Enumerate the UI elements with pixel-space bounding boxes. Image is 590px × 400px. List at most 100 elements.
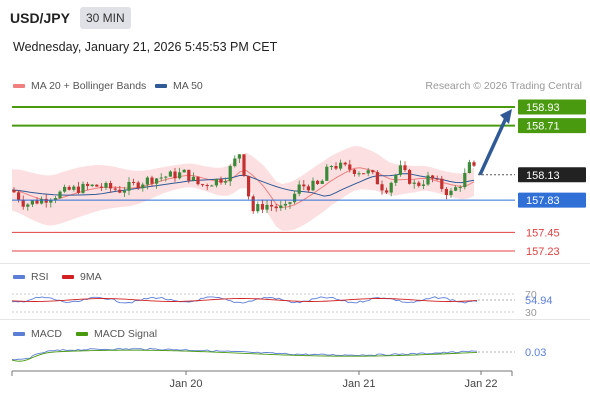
bollinger-band-layer: [12, 146, 474, 231]
candle-body: [141, 184, 145, 189]
level-label-158.71: 158.71: [526, 121, 560, 133]
legend-macd-signal: MACD Signal: [76, 328, 157, 340]
candle-body: [90, 184, 94, 186]
candle-body: [205, 185, 209, 187]
legend-macd-signal-label: MACD Signal: [94, 328, 158, 340]
macd-layer: 0.03: [11, 347, 546, 362]
rsi-swatch: [13, 275, 25, 279]
candle-body: [35, 200, 39, 204]
level-box-158.93: [518, 99, 586, 115]
candle-body: [293, 193, 297, 203]
macd-signal-line: [11, 349, 478, 362]
candle-body: [389, 182, 393, 193]
candle-body: [408, 169, 412, 184]
candle-body: [472, 162, 476, 166]
bollinger-band: [12, 146, 474, 231]
candle-body: [191, 176, 195, 181]
level-box-158.13: [518, 167, 586, 183]
candle-body: [178, 172, 182, 179]
candle-body: [380, 184, 384, 191]
candle-body: [371, 170, 375, 173]
candle-body: [21, 199, 25, 207]
candle-body: [302, 184, 306, 187]
candle-body: [122, 190, 126, 193]
candle-body: [242, 154, 246, 176]
macd-line: [11, 347, 478, 361]
level-label-157.45: 157.45: [526, 227, 560, 239]
candle-body: [49, 200, 53, 203]
candle-body: [132, 181, 136, 183]
candle-body: [95, 184, 99, 187]
candle-body: [375, 172, 379, 185]
candle-body: [449, 190, 453, 196]
candle-body: [334, 166, 338, 169]
candle-body: [40, 198, 44, 204]
candle-body: [458, 187, 462, 189]
candle-body: [53, 198, 57, 201]
ma20-swatch: [13, 84, 25, 88]
symbol-title: USD/JPY: [10, 10, 70, 26]
candle-body: [283, 203, 287, 206]
candle-body: [81, 183, 85, 193]
rsi-current-label: 54.94: [525, 295, 553, 307]
candle-body: [398, 165, 402, 175]
candle-body: [26, 204, 30, 207]
credit-label: Research © 2026 Trading Central: [425, 80, 582, 92]
candle-body: [67, 186, 71, 190]
legend-ma50: MA 50: [155, 80, 203, 92]
x-tick-label: Jan 20: [169, 378, 202, 390]
macd-current-label: 0.03: [525, 347, 546, 359]
ma50-swatch: [155, 84, 167, 88]
candle-body: [44, 198, 48, 203]
candle-body: [463, 173, 467, 188]
candle-body: [233, 158, 237, 167]
candle-body: [164, 176, 168, 178]
candle-body: [270, 204, 274, 207]
candle-body: [343, 162, 347, 165]
candle-body: [467, 162, 471, 174]
legend-ma50-label: MA 50: [173, 80, 203, 92]
candle-body: [118, 189, 122, 193]
candle-body: [145, 177, 149, 185]
candle-body: [247, 175, 251, 197]
candle-body: [63, 186, 67, 192]
datetime-label: Wednesday, January 21, 2026 5:45:53 PM C…: [13, 40, 278, 54]
panel-divider-macd: [0, 319, 590, 320]
level-label-158.93: 158.93: [526, 102, 560, 114]
candle-body: [417, 182, 421, 186]
candle-body: [426, 175, 430, 185]
level-box-157.83: [518, 192, 586, 208]
candle-body: [136, 182, 140, 189]
macd-swatch: [13, 332, 25, 336]
macd-signal-swatch: [76, 332, 88, 336]
rsi-tick-70: 70: [525, 289, 537, 301]
candle-body: [219, 178, 223, 183]
candle-body: [256, 204, 260, 212]
candle-body: [412, 182, 416, 184]
candle-body: [403, 165, 407, 170]
candle-body: [444, 188, 448, 196]
candle-body: [86, 183, 90, 186]
legend-ma20: MA 20 + Bollinger Bands: [13, 80, 146, 92]
candle-body: [237, 154, 241, 159]
ninema-swatch: [62, 275, 74, 279]
candle-body: [104, 183, 108, 188]
candle-body: [297, 184, 301, 194]
legend-9ma-label: 9MA: [80, 271, 102, 283]
candle-body: [210, 185, 214, 187]
candle-body: [58, 191, 62, 199]
forecast-arrow-shaft: [478, 117, 508, 176]
candle-body: [201, 184, 205, 186]
candle-body: [76, 186, 80, 193]
candle-body: [362, 173, 366, 175]
candle-body: [150, 177, 154, 184]
timeframe-badge[interactable]: 30 MIN: [80, 7, 131, 29]
candle-body: [421, 184, 425, 186]
candle-body: [159, 177, 163, 179]
x-axis-layer: Jan 20 Jan 21 Jan 22: [11, 370, 513, 390]
rsi-line: [11, 296, 478, 304]
candle-body: [274, 206, 278, 209]
candle-body: [329, 166, 333, 168]
